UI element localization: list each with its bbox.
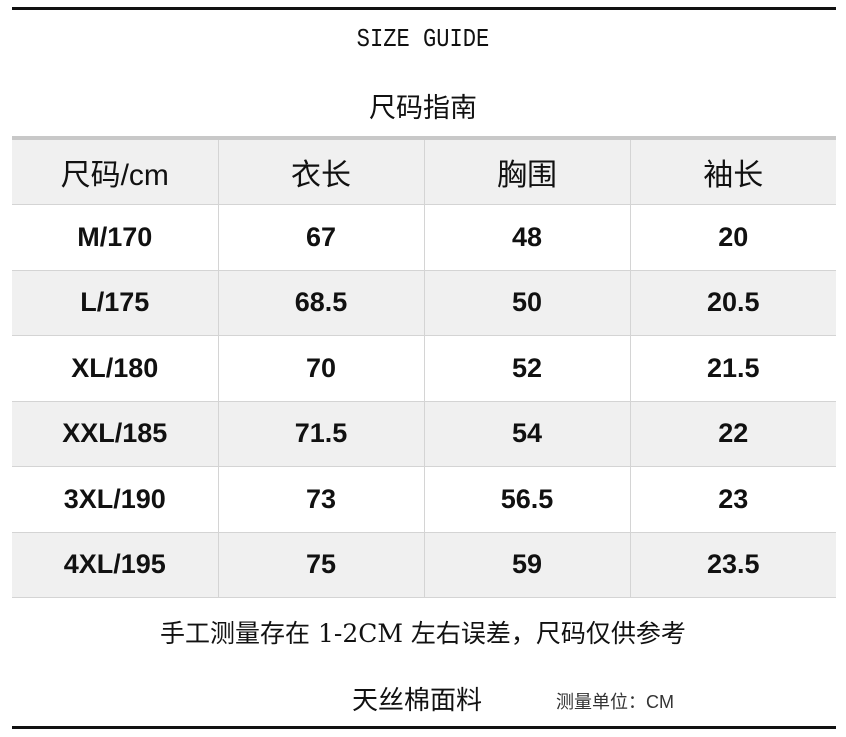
measurement-note: 手工测量存在 1-2CM 左右误差，尺码仅供参考 (160, 619, 686, 648)
table-row: M/170 67 48 20 (12, 204, 836, 271)
cell: 67 (218, 204, 425, 271)
size-table: 尺码/cm 衣长 胸围 袖长 M/170 67 48 20 L/175 68.5 50 20… (12, 136, 836, 598)
cell: 21.5 (630, 335, 836, 402)
cell: 56.5 (424, 466, 631, 533)
table-row: 4XL/195 75 59 23.5 (12, 532, 836, 598)
cell: 50 (424, 270, 631, 336)
top-rule (12, 7, 836, 10)
cell: 75 (218, 532, 425, 598)
header-cell: 尺码/cm (12, 138, 219, 205)
header-cell: 衣长 (218, 138, 425, 205)
cell: XL/180 (12, 335, 219, 402)
cell: 20.5 (630, 270, 836, 336)
cell: 23 (630, 466, 836, 533)
cell: 52 (424, 335, 631, 402)
cell: 22 (630, 401, 836, 467)
title-english: SIZE GUIDE (356, 24, 490, 54)
cell: M/170 (12, 204, 219, 271)
bottom-rule (12, 726, 836, 729)
header-cell: 袖长 (630, 138, 836, 205)
cell: 59 (424, 532, 631, 598)
cell: 70 (218, 335, 425, 402)
cell: 3XL/190 (12, 466, 219, 533)
table-row: XL/180 70 52 21.5 (12, 335, 836, 402)
cell: 68.5 (218, 270, 425, 336)
cell: 71.5 (218, 401, 425, 467)
table-row: XXL/185 71.5 54 22 (12, 401, 836, 467)
title-chinese: 尺码指南 (369, 93, 477, 124)
cell: 23.5 (630, 532, 836, 598)
unit-label: 测量单位：CM (556, 692, 674, 712)
cell: L/175 (12, 270, 219, 336)
fabric-label: 天丝棉面料 (352, 686, 483, 716)
cell: 48 (424, 204, 631, 271)
cell: 73 (218, 466, 425, 533)
table-row: L/175 68.5 50 20.5 (12, 270, 836, 336)
cell: XXL/185 (12, 401, 219, 467)
cell: 4XL/195 (12, 532, 219, 598)
table-header-row: 尺码/cm 衣长 胸围 袖长 (12, 138, 836, 205)
cell: 54 (424, 401, 631, 467)
header-cell: 胸围 (424, 138, 631, 205)
table-row: 3XL/190 73 56.5 23 (12, 466, 836, 533)
cell: 20 (630, 204, 836, 271)
